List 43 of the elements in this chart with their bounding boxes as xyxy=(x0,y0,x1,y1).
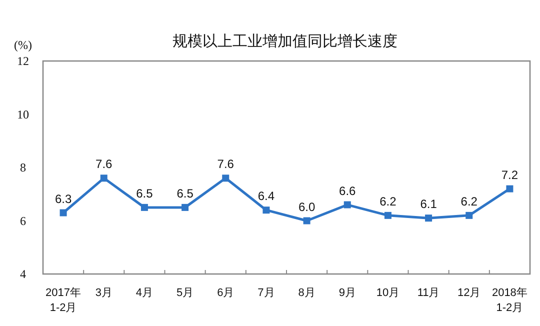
y-axis-title: (%) xyxy=(14,38,32,52)
data-label: 6.1 xyxy=(420,197,438,212)
x-tick-label: 11月 xyxy=(417,287,440,299)
data-label: 7.2 xyxy=(501,168,518,182)
data-label: 6.6 xyxy=(339,184,356,198)
x-tick-label: 12月 xyxy=(458,287,481,299)
x-tick-label: 9月 xyxy=(338,287,356,299)
point xyxy=(384,212,392,219)
data-label: 7.6 xyxy=(96,157,113,172)
y-tick-label: 6 xyxy=(20,214,26,228)
y-tick-label: 8 xyxy=(20,160,26,174)
point xyxy=(182,204,189,211)
point xyxy=(425,214,432,222)
point xyxy=(140,204,148,211)
data-label: 6.2 xyxy=(380,194,397,208)
data-label: 6.4 xyxy=(258,189,275,204)
y-tick-label: 4 xyxy=(20,267,26,281)
data-label: 6.5 xyxy=(136,186,154,200)
point xyxy=(262,206,270,214)
x-tick-label: 10月 xyxy=(376,287,400,299)
point xyxy=(344,201,351,208)
point xyxy=(100,174,108,182)
point xyxy=(60,209,67,216)
point xyxy=(466,212,473,219)
data-label: 7.6 xyxy=(217,157,234,172)
y-tick-label: 12 xyxy=(17,54,29,68)
point xyxy=(506,185,514,192)
x-tick-label: 8月 xyxy=(298,287,316,299)
data-label: 6.5 xyxy=(176,186,194,200)
point xyxy=(222,174,230,182)
x-tick-label: 6月 xyxy=(217,287,234,299)
x-tick-label: 7月 xyxy=(258,287,275,299)
x-tick-label: 2018年 1-2月 xyxy=(492,287,528,314)
data-label: 6.2 xyxy=(460,194,478,208)
x-tick-label: 3月 xyxy=(95,287,112,299)
y-tick-label: 10 xyxy=(17,107,29,122)
point xyxy=(303,217,310,224)
x-tick-label: 5月 xyxy=(176,287,194,299)
x-tick-label: 4月 xyxy=(136,287,154,299)
x-tick-label: 2017年 1-2月 xyxy=(46,287,82,314)
chart-title: 规模以上工业增加值同比增长速度 xyxy=(172,33,398,50)
data-label: 6.3 xyxy=(54,192,72,206)
data-label: 6.0 xyxy=(298,200,316,214)
